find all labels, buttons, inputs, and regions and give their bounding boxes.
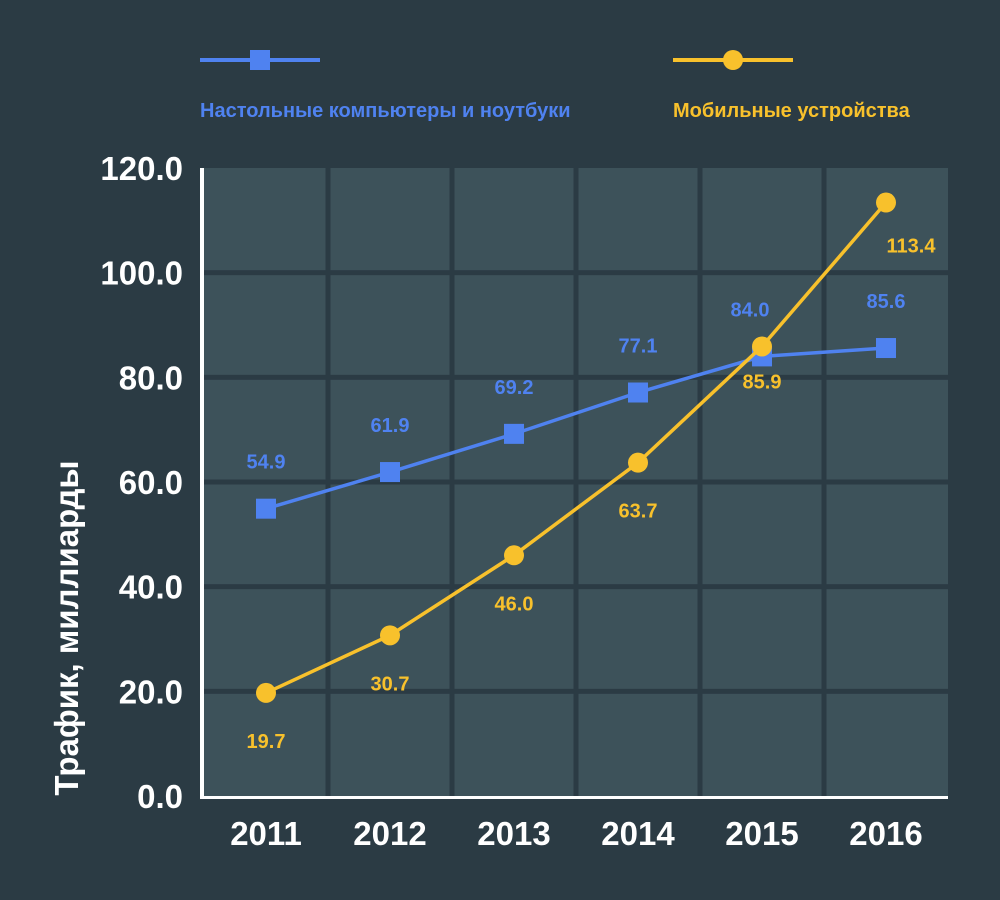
grid-cell (578, 693, 698, 796)
y-tick-label: 100.0 (100, 255, 183, 292)
grid-cell (826, 484, 948, 585)
grid-cell (578, 589, 698, 689)
grid-cell (330, 275, 450, 375)
data-label: 19.7 (247, 731, 286, 753)
data-point-square (380, 462, 400, 483)
y-tick-label: 120.0 (100, 150, 183, 187)
axes: 0.0 20.0 40.0 60.0 80.0 100.0 120.0 2011 2012 201… (100, 150, 948, 852)
grid-cell (578, 484, 698, 585)
series-mobile: 19.7 30.7 46.0 63.7 85.9 113.4 (247, 192, 937, 753)
data-point-circle (752, 336, 772, 357)
grid-cell (826, 589, 948, 689)
y-tick-label: 0.0 (137, 778, 183, 815)
data-point-circle (256, 682, 276, 703)
grid-cell (330, 168, 450, 271)
grid-cell (702, 589, 822, 689)
grid-cell (454, 484, 574, 585)
grid-cell (826, 168, 948, 271)
data-point-circle (876, 192, 896, 213)
grid-cell (204, 379, 326, 480)
grid-cell (702, 168, 822, 271)
x-tick-label: 2012 (353, 815, 426, 852)
legend-label: Настольные компьютеры и ноутбуки (200, 100, 571, 122)
data-label: 77.1 (619, 336, 658, 358)
x-tick-label: 2016 (849, 815, 922, 852)
legend: Настольные компьютеры и ноутбуки Мобильны… (200, 50, 911, 122)
x-axis-line (200, 796, 948, 799)
grid-cell (826, 379, 948, 480)
grid-cell (702, 379, 822, 480)
grid-cell (204, 275, 326, 375)
series-line (265, 201, 888, 695)
y-axis-label: Трафик, миллиарды (48, 460, 85, 795)
data-label: 85.9 (743, 371, 782, 393)
y-tick-label: 80.0 (119, 359, 183, 396)
data-label: 61.9 (371, 415, 410, 437)
grid-cell (454, 693, 574, 796)
data-label: 84.0 (731, 299, 770, 321)
data-label: 69.2 (495, 377, 534, 399)
grid-cell (454, 275, 574, 375)
data-point-square (876, 338, 896, 359)
series-layer: 54.9 61.9 69.2 77.1 84.0 85.6 19.7 30.7 46.0 63.7… (247, 192, 937, 753)
series-desktop: 54.9 61.9 69.2 77.1 84.0 85.6 (247, 291, 906, 519)
data-label: 113.4 (887, 236, 937, 258)
data-label: 54.9 (247, 452, 286, 474)
data-label: 30.7 (371, 673, 410, 695)
grid-cell (330, 484, 450, 585)
data-point-circle (628, 452, 648, 473)
x-tick-label: 2015 (725, 815, 798, 852)
grid-cell (578, 275, 698, 375)
grid-cell (454, 168, 574, 271)
data-label: 85.6 (867, 291, 906, 313)
legend-square-marker-icon (250, 50, 270, 70)
x-tick-label: 2013 (477, 815, 550, 852)
x-tick-label: 2011 (230, 815, 302, 852)
grid-cell (204, 693, 326, 796)
grid-cell (702, 484, 822, 585)
data-label: 46.0 (495, 593, 534, 615)
data-point-square (256, 498, 276, 519)
grid-cell (204, 589, 326, 689)
data-point-circle (504, 545, 524, 566)
grid-cell (826, 275, 948, 375)
data-point-square (628, 382, 648, 403)
series-line (265, 346, 887, 511)
x-tick-label: 2014 (601, 815, 675, 852)
plot-grid (204, 168, 948, 796)
grid-cell (702, 693, 822, 796)
grid-cell (330, 693, 450, 796)
legend-label: Мобильные устройства (673, 100, 911, 122)
y-tick-label: 20.0 (119, 673, 183, 710)
data-point-circle (380, 625, 400, 646)
y-tick-label: 40.0 (119, 569, 183, 606)
legend-circle-marker-icon (723, 50, 743, 70)
grid-cell (454, 589, 574, 689)
grid-cell (204, 168, 326, 271)
y-tick-label: 60.0 (119, 464, 183, 501)
data-point-square (504, 423, 524, 444)
grid-cell (826, 693, 948, 796)
grid-cell (578, 168, 698, 271)
data-label: 63.7 (619, 501, 658, 523)
y-axis-line (200, 168, 204, 799)
